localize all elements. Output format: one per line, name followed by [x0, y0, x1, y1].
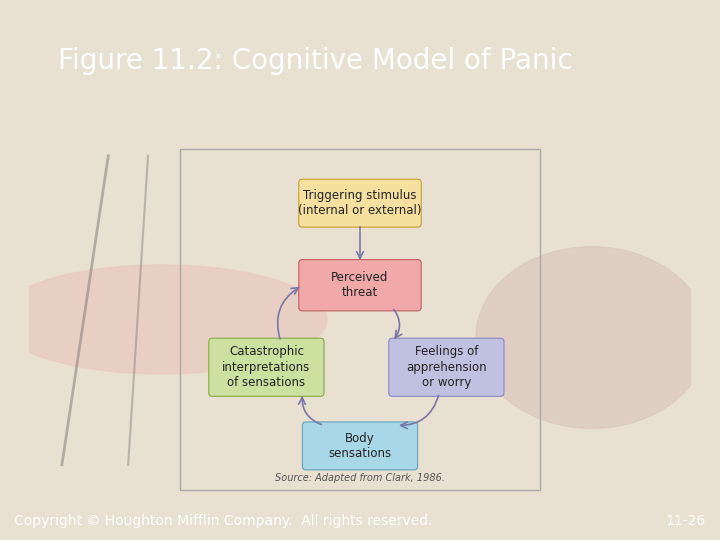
Text: Triggering stimulus
(internal or external): Triggering stimulus (internal or externa…: [298, 189, 422, 218]
Text: Catastrophic
interpretations
of sensations: Catastrophic interpretations of sensatio…: [222, 345, 310, 389]
FancyBboxPatch shape: [302, 422, 418, 470]
Text: Feelings of
apprehension
or worry: Feelings of apprehension or worry: [406, 345, 487, 389]
Text: 11-26: 11-26: [665, 514, 706, 528]
Text: Copyright © Houghton Mifflin Company.  All rights reserved.: Copyright © Houghton Mifflin Company. Al…: [14, 514, 433, 528]
Ellipse shape: [0, 265, 327, 374]
Text: Perceived
threat: Perceived threat: [331, 271, 389, 300]
Text: Source: Adapted from Clark, 1986.: Source: Adapted from Clark, 1986.: [275, 473, 445, 483]
FancyBboxPatch shape: [299, 179, 421, 227]
Text: Body
sensations: Body sensations: [328, 431, 392, 460]
FancyBboxPatch shape: [389, 338, 504, 396]
Text: Figure 11.2: Cognitive Model of Panic: Figure 11.2: Cognitive Model of Panic: [58, 47, 572, 75]
FancyBboxPatch shape: [299, 260, 421, 311]
Ellipse shape: [476, 247, 708, 428]
FancyBboxPatch shape: [209, 338, 324, 396]
